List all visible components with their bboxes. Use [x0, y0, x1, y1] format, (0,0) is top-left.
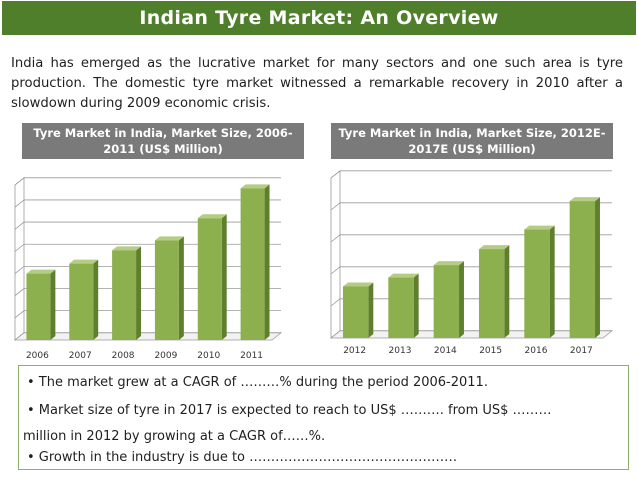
bar-side [264, 184, 270, 340]
bar-side [413, 273, 419, 338]
bullet-growth: • Growth in the industry is due to ……………… [27, 450, 458, 465]
bar-2012 [342, 282, 374, 338]
gridline [330, 266, 612, 275]
chart-2: 2012 2013 2014 2015 2016 2017 [329, 169, 614, 356]
x-tick-label: 2013 [389, 346, 412, 356]
bar-top [197, 214, 227, 219]
gridline [14, 288, 281, 297]
page-title: Indian Tyre Market: An Overview [139, 7, 499, 29]
gridline [14, 199, 281, 208]
bar-2010 [197, 214, 227, 340]
bar-top [240, 184, 270, 189]
x-tick-label: 2006 [26, 351, 49, 361]
gridline [330, 170, 612, 179]
bar-side [136, 246, 142, 340]
gridline [330, 234, 612, 243]
bar-side [595, 197, 600, 338]
bar-front [112, 250, 137, 340]
x-tick-label: 2017 [570, 346, 593, 356]
intro-paragraph: India has emerged as the lucrative marke… [11, 56, 623, 111]
bar-2013 [388, 273, 419, 338]
bar-top [433, 261, 464, 266]
bar-top [342, 282, 374, 287]
bar-2017 [569, 197, 600, 338]
summary-box: • The market grew at a CAGR of ………% duri… [18, 365, 629, 470]
title-bar: Indian Tyre Market: An Overview [2, 1, 636, 35]
bar-top [524, 225, 555, 230]
bar-side [93, 259, 99, 340]
x-tick-label: 2007 [69, 351, 92, 361]
bar-side [221, 214, 227, 340]
gridline [14, 221, 281, 230]
gridline [330, 202, 612, 211]
x-tick-label: 2008 [112, 351, 135, 361]
bar-top [154, 236, 184, 241]
bar-2007 [69, 259, 99, 340]
bullet-cagr: • The market grew at a CAGR of ………% duri… [27, 375, 488, 390]
bar-top [26, 269, 56, 274]
bar-front [26, 273, 51, 340]
bar-top [388, 273, 419, 278]
x-tick-label: 2016 [525, 346, 548, 356]
bar-2006 [26, 269, 56, 340]
bar-front [197, 218, 222, 340]
bar-side [504, 245, 510, 338]
side-wall [14, 176, 25, 341]
bar-front [240, 188, 265, 340]
bar-2014 [433, 261, 464, 338]
gridline [330, 298, 612, 307]
bar-side [459, 261, 464, 338]
x-tick-label: 2014 [434, 346, 457, 356]
bar-side [549, 225, 555, 338]
gridline [14, 243, 281, 252]
bar-2016 [524, 225, 555, 338]
side-wall [330, 169, 341, 339]
bar-front [478, 249, 505, 338]
bar-front [342, 286, 369, 338]
bar-side [368, 282, 374, 338]
chart-1: 2006 2007 2008 2009 2010 2011 [13, 176, 283, 361]
x-tick-label: 2009 [154, 351, 177, 361]
chart-2-title: Tyre Market in India, Market Size, 2012E… [331, 123, 613, 159]
bar-2015 [478, 245, 510, 338]
gridline [14, 177, 281, 186]
bar-front [433, 265, 460, 338]
bar-front [524, 229, 550, 338]
gridline [14, 310, 281, 319]
bar-front [569, 201, 596, 338]
bar-front [154, 240, 179, 340]
bar-2011 [240, 184, 270, 340]
bar-top [569, 197, 600, 202]
x-tick-label: 2011 [240, 351, 263, 361]
x-tick-label: 2015 [479, 346, 502, 356]
bar-top [112, 246, 142, 251]
x-tick-label: 2012 [343, 346, 366, 356]
bar-side [50, 269, 56, 340]
chart-1-title: Tyre Market in India, Market Size, 2006-… [22, 123, 304, 159]
bar-side [178, 236, 184, 340]
bar-front [69, 263, 94, 340]
bullet-market-size-cont: million in 2012 by growing at a CAGR of…… [23, 429, 326, 444]
bar-2008 [112, 246, 142, 340]
bar-top [478, 245, 510, 250]
bullet-market-size: • Market size of tyre in 2017 is expecte… [27, 403, 552, 418]
bar-top [69, 259, 99, 264]
bar-2009 [154, 236, 184, 340]
bar-front [388, 277, 414, 338]
x-tick-label: 2010 [197, 351, 220, 361]
gridline [14, 265, 281, 274]
